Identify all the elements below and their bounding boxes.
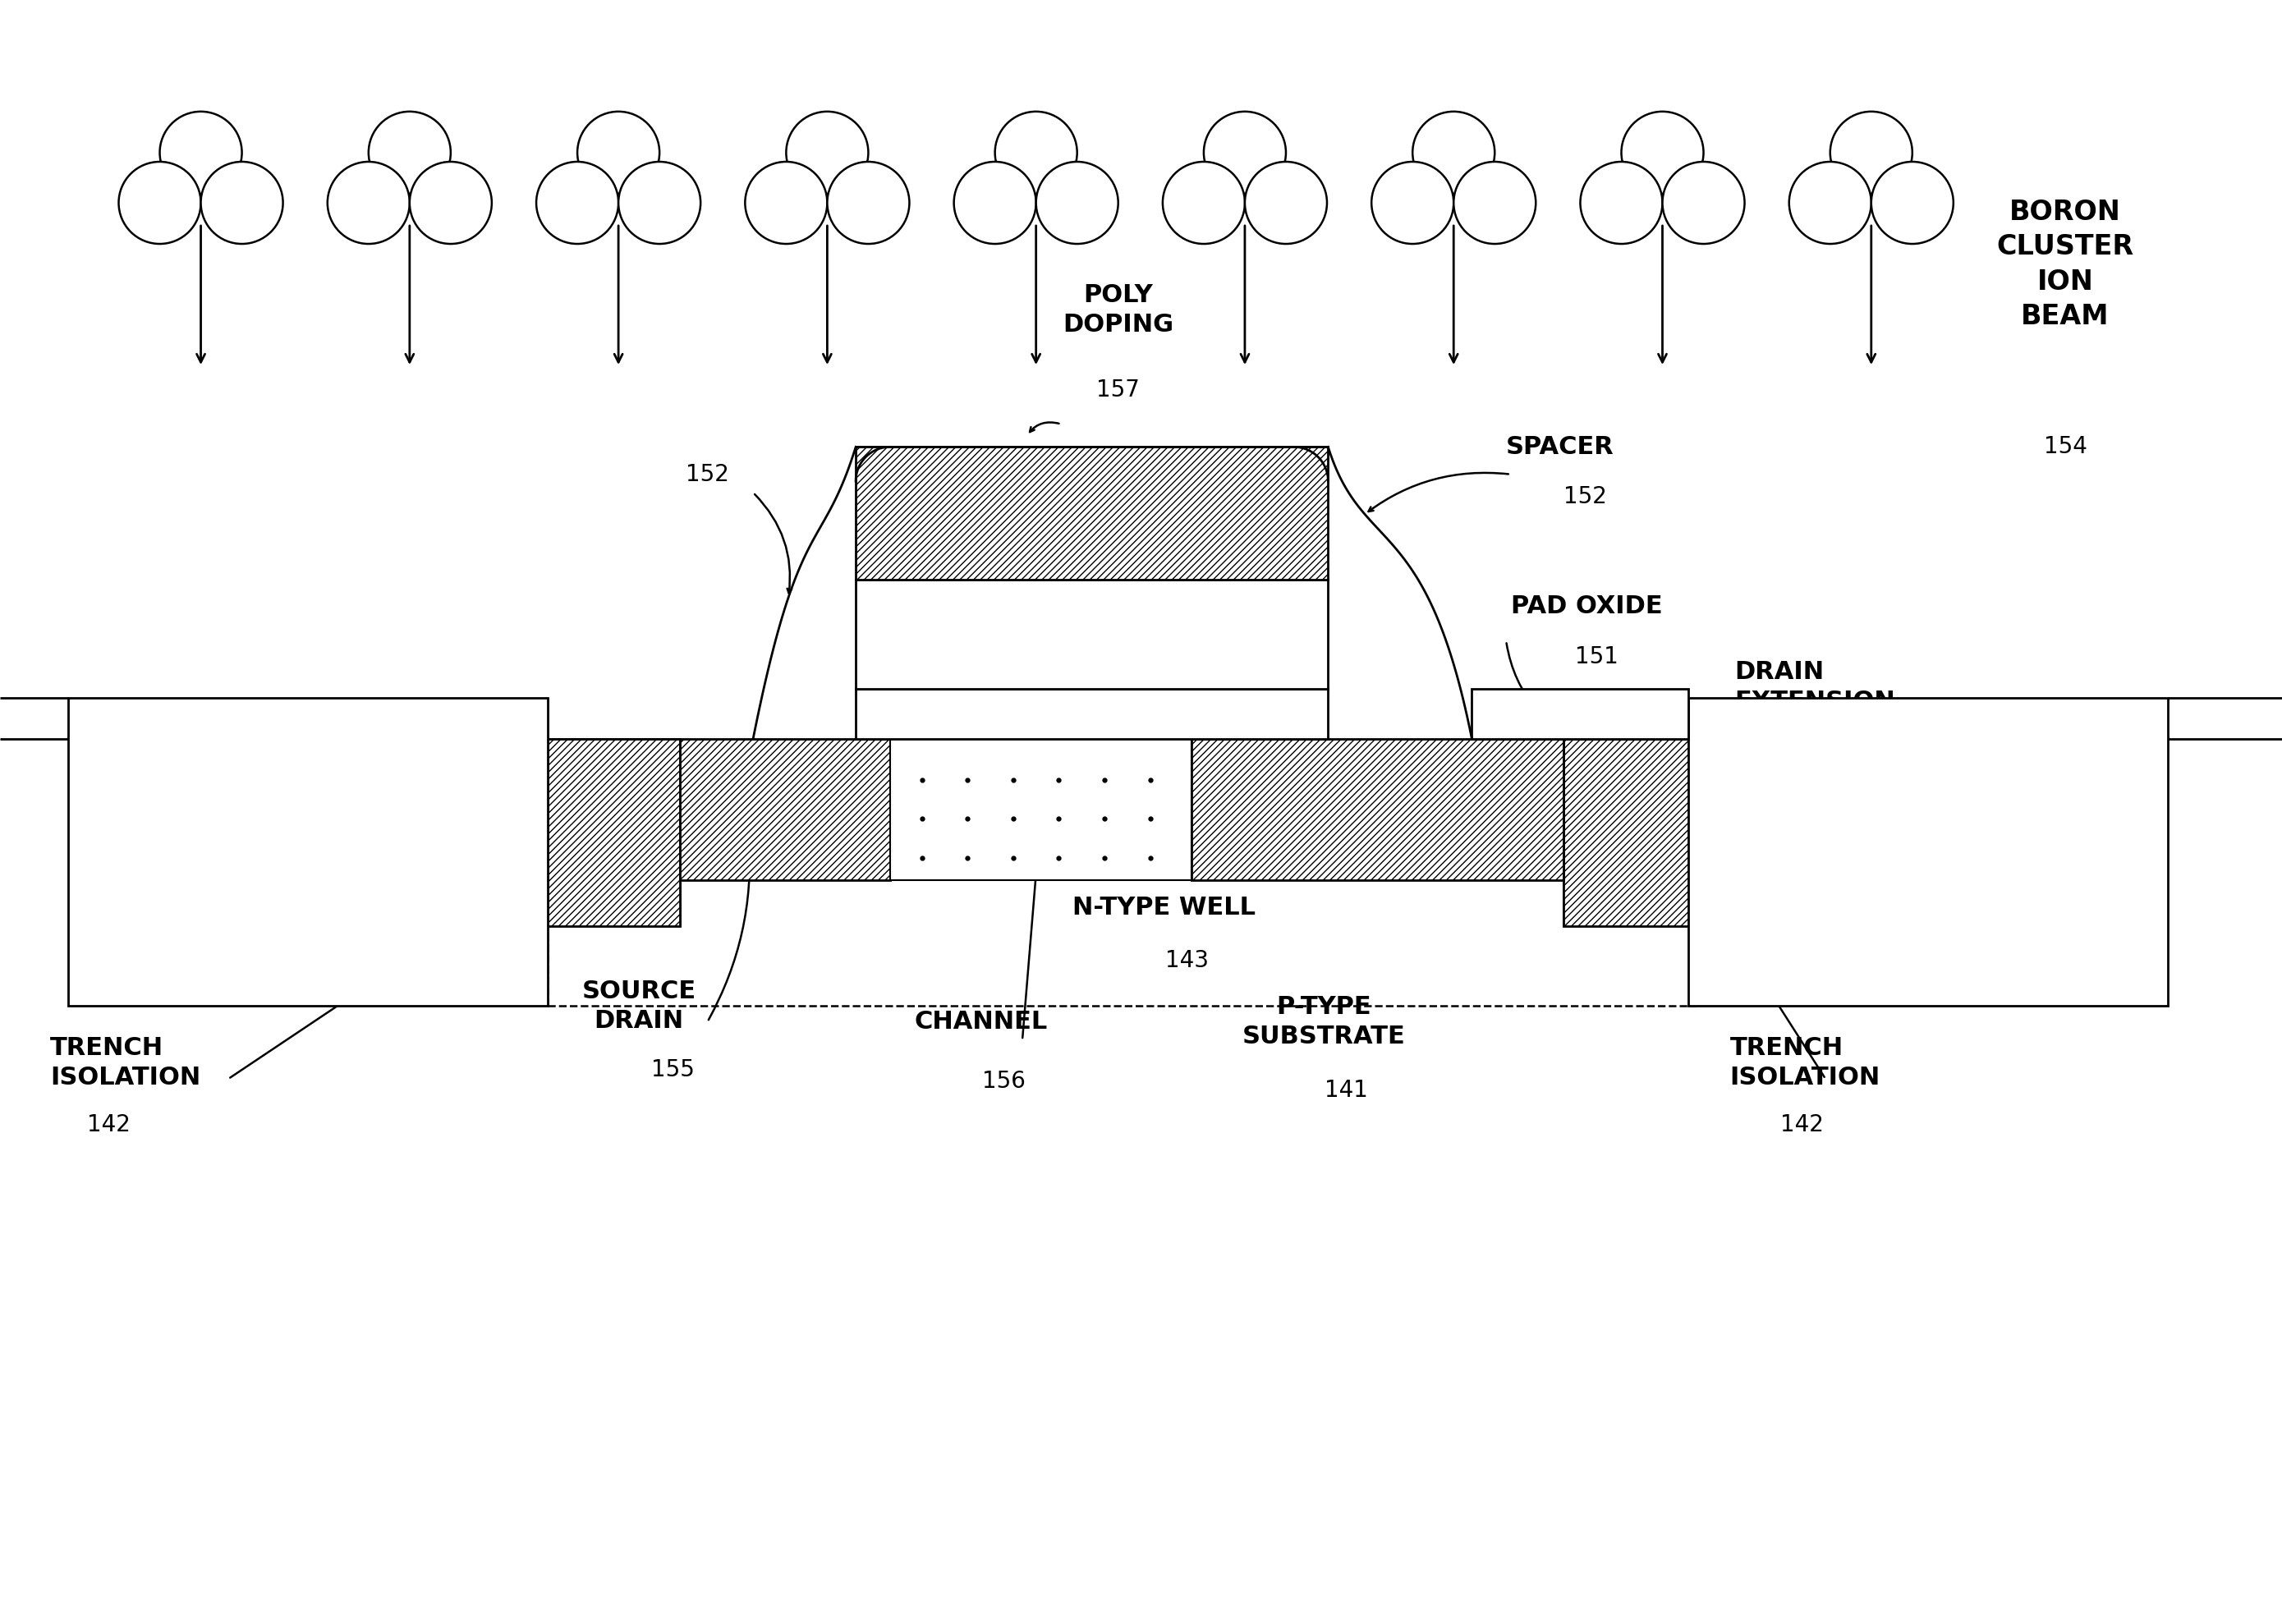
Text: PAD OXIDE: PAD OXIDE <box>1511 594 1661 619</box>
Circle shape <box>1620 112 1702 193</box>
Bar <box>856 447 1328 580</box>
Circle shape <box>1244 162 1326 244</box>
Circle shape <box>1371 162 1454 244</box>
Circle shape <box>1661 162 1743 244</box>
Text: 142: 142 <box>1780 1112 1823 1137</box>
Bar <box>1563 739 1696 926</box>
Circle shape <box>1789 162 1871 244</box>
Text: TRENCH
ISOLATION: TRENCH ISOLATION <box>50 1036 201 1090</box>
Bar <box>680 739 890 880</box>
Circle shape <box>826 162 908 244</box>
Text: 152: 152 <box>685 463 730 486</box>
Text: PR
153: PR 153 <box>283 825 333 880</box>
Text: CHANNEL: CHANNEL <box>915 1010 1047 1034</box>
Bar <box>68 698 548 1005</box>
Text: N-TYPE WELL: N-TYPE WELL <box>1073 896 1255 919</box>
Text: GATE 145: GATE 145 <box>1025 622 1157 646</box>
Text: GATE OX 144: GATE OX 144 <box>1000 702 1182 726</box>
Bar <box>1191 739 1563 880</box>
Circle shape <box>329 162 408 244</box>
Circle shape <box>201 162 283 244</box>
Circle shape <box>577 112 659 193</box>
Circle shape <box>954 162 1036 244</box>
Text: 152: 152 <box>1563 486 1607 508</box>
Circle shape <box>536 162 618 244</box>
Bar <box>890 739 1191 880</box>
Text: P-TYPE
SUBSTRATE: P-TYPE SUBSTRATE <box>1241 996 1406 1049</box>
Circle shape <box>1830 112 1912 193</box>
Text: 142: 142 <box>87 1112 130 1137</box>
Circle shape <box>785 112 867 193</box>
Text: 156: 156 <box>981 1070 1027 1093</box>
Circle shape <box>618 162 701 244</box>
Circle shape <box>367 112 450 193</box>
Bar <box>856 580 1328 689</box>
Bar <box>1689 698 2168 1005</box>
Text: 157: 157 <box>1095 378 1141 401</box>
Circle shape <box>744 162 826 244</box>
Text: SOURCE
DRAIN: SOURCE DRAIN <box>582 979 696 1033</box>
Bar <box>856 689 1328 739</box>
Text: 143: 143 <box>1164 948 1209 971</box>
Circle shape <box>1454 162 1536 244</box>
Text: POLY
DOPING: POLY DOPING <box>1063 284 1173 336</box>
Circle shape <box>995 112 1077 193</box>
Bar <box>548 739 680 926</box>
Circle shape <box>119 162 201 244</box>
Text: SPACER: SPACER <box>1506 435 1613 460</box>
Circle shape <box>1205 112 1287 193</box>
Text: BORON
CLUSTER
ION
BEAM: BORON CLUSTER ION BEAM <box>1997 200 2134 330</box>
Circle shape <box>1871 162 1953 244</box>
Text: 155: 155 <box>650 1059 696 1082</box>
Text: 151: 151 <box>1575 645 1618 669</box>
Text: DRAIN
EXTENSION: DRAIN EXTENSION <box>1734 659 1894 713</box>
Circle shape <box>160 112 242 193</box>
Circle shape <box>408 162 493 244</box>
Text: PR
153: PR 153 <box>1903 825 1953 880</box>
Text: 154: 154 <box>2042 435 2088 458</box>
Circle shape <box>1036 162 1118 244</box>
Text: 148: 148 <box>1803 744 1846 767</box>
Text: 141: 141 <box>1324 1078 1369 1101</box>
Circle shape <box>1579 162 1661 244</box>
Text: TRENCH
ISOLATION: TRENCH ISOLATION <box>1730 1036 1880 1090</box>
Circle shape <box>1162 162 1244 244</box>
Circle shape <box>1413 112 1495 193</box>
Bar <box>1472 689 1689 739</box>
